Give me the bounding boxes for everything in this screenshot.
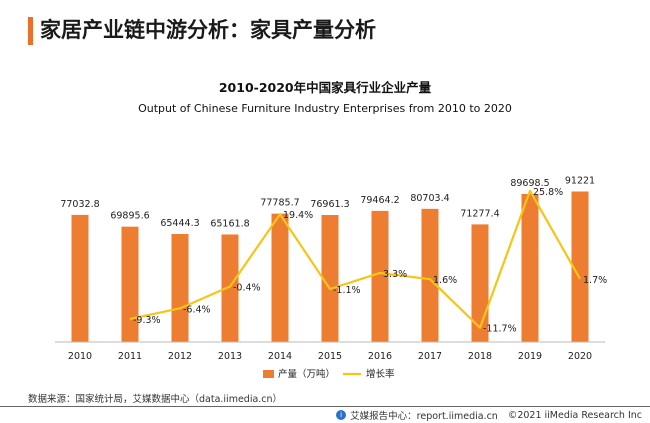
bar-label-2011: 69895.6 [110, 211, 149, 222]
legend: 产量（万吨） 增长率 [263, 368, 395, 380]
growth-label-2016: 3.3% [383, 269, 407, 280]
bar-label-2018: 71277.4 [460, 208, 499, 219]
x-tick-2014: 2014 [268, 351, 292, 362]
iimedia-logo-icon: i [336, 410, 347, 420]
bar-2019 [521, 193, 539, 342]
bar-2014 [271, 213, 289, 342]
header-accent-bar [28, 17, 33, 45]
footer-divider [0, 406, 650, 407]
x-tick-2017: 2017 [418, 351, 442, 362]
bar-2015 [321, 215, 339, 342]
x-tick-2016: 2016 [368, 351, 392, 362]
growth-label-2018: -11.7% [483, 324, 517, 335]
bar-label-2019: 89698.5 [510, 178, 549, 189]
bar-series [71, 191, 589, 342]
x-tick-2020: 2020 [568, 351, 592, 362]
bar-label-2020: 91221 [565, 175, 595, 186]
growth-label-2012: -6.4% [183, 304, 211, 315]
growth-line [129, 189, 581, 329]
growth-value-labels: -9.3% -6.4% -0.4% 19.4% -1.1% 3.3% 1.6% -11.7% 2… [133, 187, 607, 335]
chart-svg: 2010-2020年中国家具行业企业产量 Output of Chinese F… [55, 80, 607, 380]
bar-2013 [221, 234, 239, 342]
growth-label-2011: -9.3% [133, 315, 161, 326]
bar-label-2010: 77032.8 [60, 199, 99, 210]
growth-label-2015: -1.1% [333, 285, 361, 296]
bar-2020 [571, 191, 589, 342]
bar-label-2014: 77785.7 [260, 198, 299, 209]
bar-label-2017: 80703.4 [410, 193, 449, 204]
legend-bar-swatch [263, 370, 274, 378]
x-tick-2019: 2019 [518, 351, 542, 362]
page-title: 家居产业链中游分析：家具产量分析 [40, 18, 376, 42]
bar-label-2013: 65161.8 [210, 218, 249, 229]
x-tick-2013: 2013 [218, 351, 242, 362]
x-tick-2018: 2018 [468, 351, 492, 362]
footer-org: 艾媒报告中心：report.iimedia.cn [350, 411, 498, 422]
x-tick-2011: 2011 [118, 351, 142, 362]
legend-line-label: 增长率 [366, 368, 395, 380]
growth-label-2017: 1.6% [433, 275, 457, 286]
chart-container: 2010-2020年中国家具行业企业产量 Output of Chinese F… [0, 60, 650, 390]
footer-copyright: ©2021 iiMedia Research Inc [507, 409, 642, 421]
bar-label-2015: 76961.3 [310, 199, 349, 210]
bar-2011 [121, 226, 139, 342]
growth-label-2019: 25.8% [533, 187, 563, 198]
growth-label-2013: -0.4% [233, 282, 261, 293]
x-tick-labels: 2010 2011 2012 2013 2014 2015 2016 2017 2018 2019… [68, 351, 592, 362]
header: 家居产业链中游分析：家具产量分析 [0, 0, 650, 60]
chart-title: 2010-2020年中国家具行业企业产量 [219, 80, 432, 95]
bar-label-2012: 65444.3 [160, 218, 199, 229]
source-note: 数据来源：国家统计局，艾媒数据中心（data.iimedia.cn） [28, 394, 283, 405]
bar-value-labels: 77032.8 69895.6 65444.3 65161.8 77785.7 76961… [60, 175, 595, 229]
chart-subtitle: Output of Chinese Furniture Industry Ent… [138, 102, 512, 115]
bar-2018 [471, 224, 489, 342]
bar-2012 [171, 234, 189, 342]
bar-2010 [71, 214, 89, 342]
growth-label-2020: 1.7% [583, 275, 607, 286]
growth-label-2014: 19.4% [283, 210, 313, 221]
bar-2017 [421, 208, 439, 342]
x-tick-2010: 2010 [68, 351, 92, 362]
footer: i 艾媒报告中心：report.iimedia.cn ©2021 iiMedia… [336, 408, 642, 422]
x-tick-2012: 2012 [168, 351, 192, 362]
legend-bar-label: 产量（万吨） [278, 368, 335, 380]
bar-2016 [371, 210, 389, 342]
bar-label-2016: 79464.2 [360, 195, 399, 206]
x-tick-2015: 2015 [318, 351, 342, 362]
growth-line-series [129, 189, 581, 329]
